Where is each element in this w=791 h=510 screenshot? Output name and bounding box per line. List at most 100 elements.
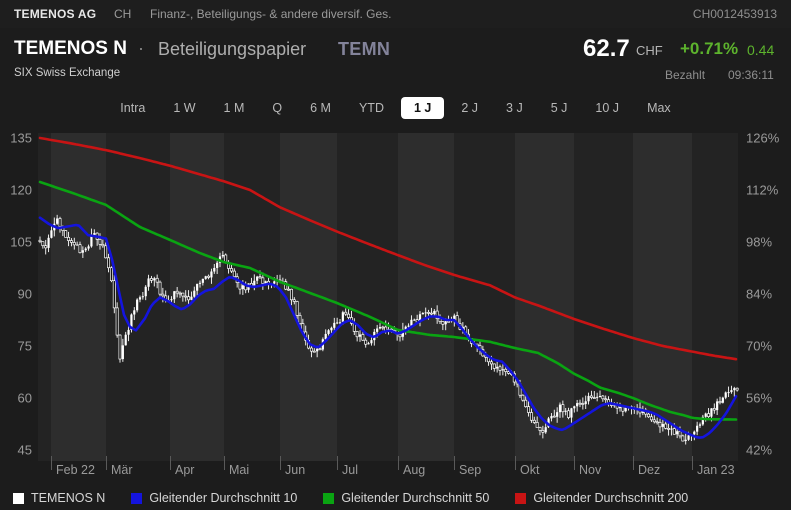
last-price: 62.7 bbox=[583, 35, 630, 62]
candle-body-down bbox=[41, 241, 45, 247]
y-axis-left-label: 120 bbox=[10, 183, 32, 198]
price-chart[interactable]: 135 120 105 90 75 60 45 126% 112% 98% 84% 70% 56% 42%… bbox=[0, 125, 791, 485]
range-tab-6-m[interactable]: 6 M bbox=[299, 97, 342, 119]
candle-body-up bbox=[216, 262, 219, 268]
x-axis-label: Apr bbox=[175, 463, 194, 477]
candle-body-up bbox=[721, 397, 724, 403]
candle-body-down bbox=[578, 402, 582, 405]
range-tab-ytd[interactable]: YTD bbox=[348, 97, 395, 119]
candle-body-down bbox=[98, 239, 102, 245]
legend-swatch bbox=[131, 492, 143, 504]
candle-body-down bbox=[681, 435, 685, 442]
candle-body-down bbox=[621, 406, 625, 412]
y-axis-left-label: 90 bbox=[18, 287, 32, 302]
candle-body-down bbox=[261, 277, 265, 284]
legend-label: TEMENOS N bbox=[31, 491, 106, 505]
change-absolute: 0.44 bbox=[747, 42, 775, 58]
candle-body-up bbox=[444, 321, 447, 325]
candle-body-down bbox=[581, 403, 585, 405]
candle-body-down bbox=[435, 310, 439, 320]
candle-body-up bbox=[701, 416, 704, 425]
candle-body-down bbox=[538, 427, 542, 431]
range-tab-max[interactable]: Max bbox=[636, 97, 682, 119]
x-axis-label: Mär bbox=[111, 463, 133, 477]
candle-body-up bbox=[684, 439, 687, 442]
range-tab-10-j[interactable]: 10 J bbox=[584, 97, 630, 119]
x-axis-label: Feb 22 bbox=[56, 463, 95, 477]
x-axis-label: Okt bbox=[520, 463, 540, 477]
candle-body-down bbox=[361, 334, 365, 341]
candle-body-down bbox=[229, 268, 233, 272]
candle-body-down bbox=[298, 315, 302, 324]
candle-body-up bbox=[173, 291, 176, 300]
candle-body-down bbox=[672, 428, 676, 435]
x-axis-label: Aug bbox=[403, 463, 425, 477]
candle-body-down bbox=[529, 412, 533, 421]
candle-body-down bbox=[355, 331, 359, 338]
month-band bbox=[692, 133, 738, 461]
candle-body-up bbox=[153, 278, 156, 281]
candle-body-down bbox=[104, 245, 108, 259]
candle-body-down bbox=[69, 240, 73, 243]
candle-body-up bbox=[376, 328, 379, 332]
candle-body-up bbox=[130, 314, 133, 330]
candle-body-down bbox=[589, 395, 593, 398]
range-tab-intra[interactable]: Intra bbox=[109, 97, 156, 119]
x-axis-label: Nov bbox=[579, 463, 602, 477]
candle-body-up bbox=[50, 230, 53, 238]
y-axis-right-label: 98% bbox=[746, 235, 772, 250]
candle-body-down bbox=[187, 296, 191, 301]
candle-body-down bbox=[149, 278, 153, 281]
chart-canvas[interactable]: 135 120 105 90 75 60 45 126% 112% 98% 84% 70% 56% 42%… bbox=[0, 125, 791, 485]
candle-body-up bbox=[696, 425, 699, 432]
range-tab-1-w[interactable]: 1 W bbox=[162, 97, 206, 119]
month-band bbox=[574, 133, 633, 461]
candle-body-down bbox=[398, 333, 402, 338]
candle-body-up bbox=[453, 315, 456, 320]
country-code: CH bbox=[114, 7, 132, 21]
candle-body-up bbox=[424, 312, 427, 314]
candle-body-up bbox=[147, 278, 150, 287]
candle-body-down bbox=[678, 430, 682, 437]
candle-body-up bbox=[576, 403, 579, 407]
candle-body-up bbox=[138, 297, 142, 300]
candle-body-up bbox=[133, 310, 136, 315]
candle-body-up bbox=[81, 250, 84, 253]
candle-body-up bbox=[570, 408, 573, 418]
range-tab-2-j[interactable]: 2 J bbox=[450, 97, 489, 119]
candle-body-down bbox=[107, 257, 111, 269]
candle-body-up bbox=[121, 345, 124, 360]
range-tab-5-j[interactable]: 5 J bbox=[540, 97, 579, 119]
legend-item: Gleitender Durchschnitt 10 bbox=[131, 491, 297, 505]
range-tab-q[interactable]: Q bbox=[261, 97, 293, 119]
candle-body-up bbox=[596, 396, 599, 398]
candle-body-down bbox=[567, 410, 571, 418]
month-band bbox=[337, 133, 398, 461]
candle-body-down bbox=[658, 422, 662, 428]
range-tab-1-m[interactable]: 1 M bbox=[213, 97, 256, 119]
candle-body-up bbox=[338, 322, 342, 324]
candle-body-down bbox=[72, 242, 76, 246]
candle-body-up bbox=[84, 248, 87, 251]
candle-body-down bbox=[112, 280, 116, 309]
candle-body-down bbox=[78, 244, 82, 254]
range-tab-1-j[interactable]: 1 J bbox=[400, 97, 445, 119]
range-tab-3-j[interactable]: 3 J bbox=[495, 97, 534, 119]
y-axis-right-label: 56% bbox=[746, 391, 772, 406]
candle-body-down bbox=[521, 394, 525, 401]
legend-item: Gleitender Durchschnitt 50 bbox=[323, 491, 489, 505]
candle-body-up bbox=[564, 410, 567, 412]
candle-body-up bbox=[404, 326, 407, 330]
candle-body-up bbox=[573, 406, 576, 409]
y-axis-right-label: 84% bbox=[746, 287, 772, 302]
candle-body-down bbox=[181, 292, 185, 297]
candle-body-down bbox=[118, 334, 122, 360]
candle-body-down bbox=[207, 275, 211, 278]
candle-body-up bbox=[618, 406, 622, 409]
month-band bbox=[224, 133, 280, 461]
candle-body-up bbox=[421, 312, 424, 315]
isin-code: CH0012453913 bbox=[692, 7, 777, 21]
candle-body-up bbox=[378, 327, 382, 329]
candle-body-up bbox=[584, 401, 587, 405]
candle-body-down bbox=[647, 413, 651, 418]
